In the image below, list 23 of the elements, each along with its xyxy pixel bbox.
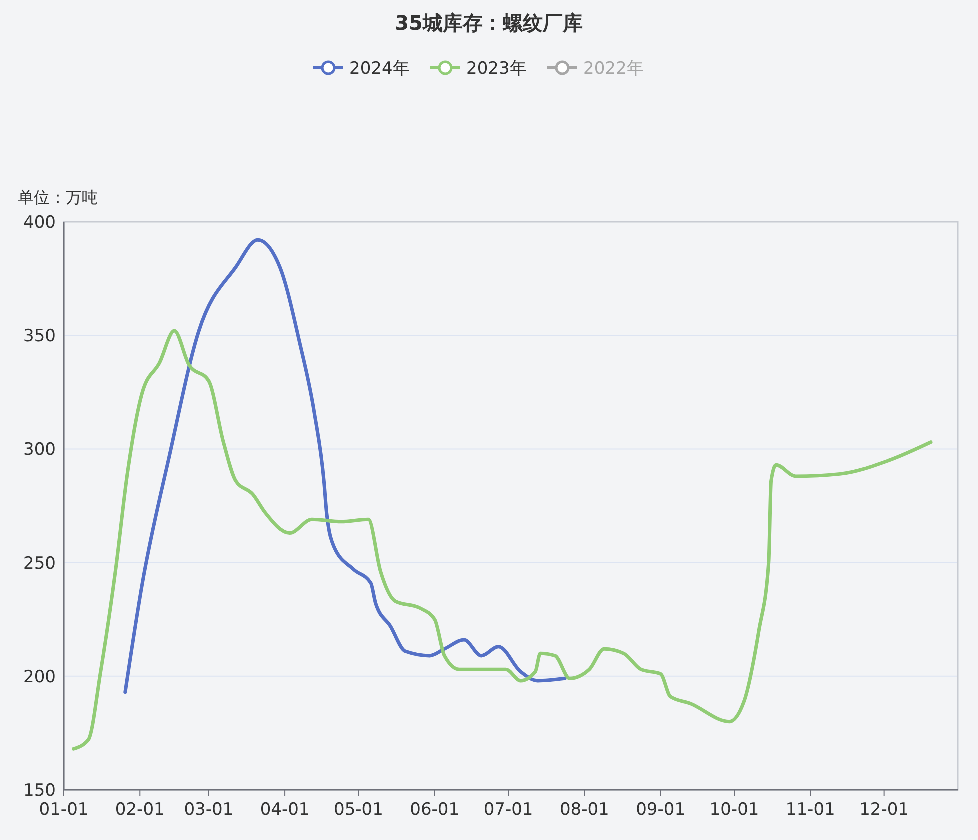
x-tick-label: 02-01 (115, 800, 165, 820)
x-tick-label: 01-01 (39, 800, 89, 820)
x-tick-label: 12-01 (860, 800, 910, 820)
x-tick-label: 08-01 (560, 800, 610, 820)
y-tick-label: 200 (24, 667, 56, 688)
x-tick-label: 06-01 (410, 800, 460, 820)
y-tick-label: 150 (24, 781, 56, 801)
chart-title: 35城库存：螺纹厂库 (395, 11, 583, 35)
legend-label: 2023年 (466, 59, 527, 79)
y-tick-label: 350 (24, 326, 56, 347)
x-tick-label: 03-01 (184, 800, 234, 820)
x-tick-label: 05-01 (334, 800, 384, 820)
x-tick-label: 11-01 (786, 800, 836, 820)
legend-label: 2024年 (350, 59, 410, 79)
y-axis-title: 单位：万吨 (18, 188, 98, 207)
x-tick-label: 09-01 (636, 800, 686, 820)
y-tick-label: 400 (24, 213, 56, 233)
x-tick-label: 10-01 (710, 800, 760, 820)
y-tick-label: 300 (24, 440, 56, 460)
x-tick-label: 04-01 (260, 800, 310, 820)
x-tick-label: 07-01 (484, 800, 534, 820)
y-tick-label: 250 (24, 554, 56, 574)
legend-label: 2022年 (584, 59, 644, 79)
